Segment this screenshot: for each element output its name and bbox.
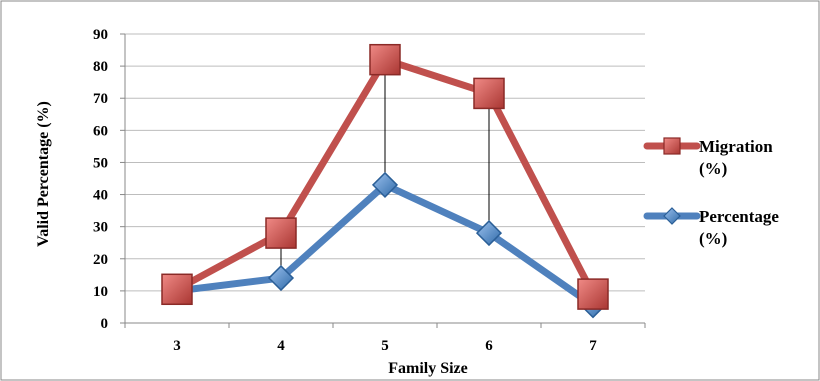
legend-label: Migration xyxy=(699,137,773,156)
data-point-square xyxy=(161,273,193,306)
y-tick-label: 40 xyxy=(93,188,108,204)
x-tick-label: 4 xyxy=(277,338,285,354)
x-tick-label: 6 xyxy=(485,338,493,354)
x-tick-label: 7 xyxy=(589,338,597,354)
data-point-diamond xyxy=(475,220,503,247)
x-axis-title: Family Size xyxy=(388,360,468,377)
y-tick-label: 60 xyxy=(93,123,108,139)
x-tick-label: 5 xyxy=(381,338,389,354)
y-tick-label: 70 xyxy=(93,91,108,107)
y-tick-labels: 0 10 20 30 40 50 60 70 80 90 xyxy=(93,27,108,332)
y-tick-label: 10 xyxy=(93,284,108,300)
data-point-square xyxy=(369,43,401,76)
series xyxy=(161,43,609,319)
data-point-square xyxy=(265,217,297,249)
x-tick-label: 3 xyxy=(173,338,181,354)
data-point-diamond xyxy=(267,264,295,292)
legend-label: (%) xyxy=(699,229,727,248)
legend-marker xyxy=(663,137,681,155)
y-tick-label: 80 xyxy=(93,59,108,75)
data-point-square xyxy=(473,77,505,110)
legend-label: (%) xyxy=(699,159,727,178)
legend: Migration (%) Percentage (%) xyxy=(643,137,779,248)
axes xyxy=(120,33,646,328)
y-tick-label: 90 xyxy=(93,27,108,43)
data-point-square xyxy=(577,278,609,310)
y-tick-label: 20 xyxy=(93,252,108,268)
x-tick-labels: 3 4 5 6 7 xyxy=(173,338,597,354)
legend-label: Percentage xyxy=(699,207,779,226)
y-tick-label: 50 xyxy=(93,155,108,171)
legend-marker xyxy=(663,207,681,225)
y-axis-title: Valid Percentage (%) xyxy=(35,101,52,247)
y-tick-label: 30 xyxy=(93,220,108,236)
data-point-diamond xyxy=(371,171,399,198)
y-tick-label: 0 xyxy=(101,316,109,332)
